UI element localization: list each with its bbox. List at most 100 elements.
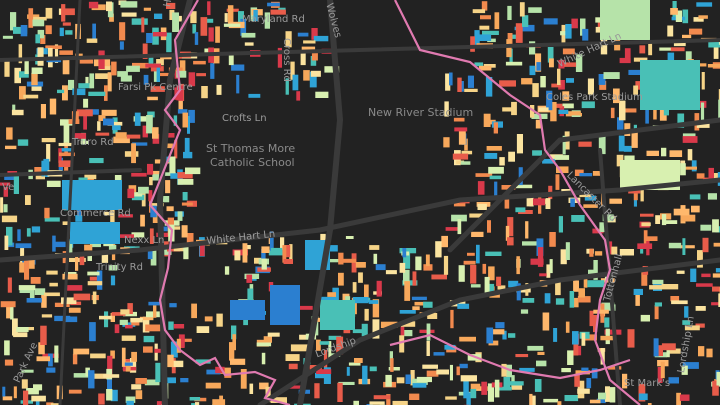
building [79, 59, 94, 64]
building [110, 389, 118, 402]
building [184, 137, 190, 155]
building [80, 140, 89, 144]
building [66, 285, 83, 291]
building [76, 109, 93, 117]
building [352, 297, 369, 304]
building [609, 198, 622, 204]
building [125, 361, 131, 372]
building [713, 242, 720, 247]
building [90, 241, 101, 248]
building [61, 4, 66, 22]
building [463, 260, 476, 265]
building [68, 389, 82, 394]
building [506, 39, 512, 58]
building [495, 322, 505, 329]
building [303, 40, 316, 44]
building [168, 67, 183, 72]
building [269, 231, 274, 251]
building [143, 74, 149, 85]
building [101, 109, 117, 116]
building [46, 402, 54, 405]
building [103, 374, 120, 378]
building [50, 403, 60, 405]
building [146, 115, 153, 134]
building [41, 292, 47, 308]
building [140, 214, 145, 227]
building [677, 113, 685, 128]
building [215, 26, 220, 43]
building [546, 90, 553, 111]
building [611, 246, 618, 255]
building [352, 329, 365, 334]
building [362, 365, 368, 385]
building [44, 217, 60, 222]
building [426, 370, 439, 377]
building [489, 175, 502, 180]
building [380, 321, 398, 328]
building [46, 144, 51, 162]
building [171, 360, 184, 368]
building [28, 257, 35, 269]
building [86, 38, 98, 43]
building [516, 256, 520, 275]
building [535, 119, 541, 129]
building [191, 403, 197, 405]
building [695, 323, 705, 328]
building [444, 101, 449, 117]
building [518, 210, 533, 214]
building [663, 220, 678, 224]
building [562, 48, 575, 55]
building [2, 396, 13, 401]
building [696, 2, 713, 7]
building [153, 305, 157, 318]
building [17, 139, 29, 146]
building [142, 43, 148, 59]
building [87, 251, 92, 261]
building [41, 160, 45, 177]
building [712, 286, 720, 292]
building [311, 28, 318, 40]
building [84, 244, 93, 251]
label-cross-rd: Cross Rd [281, 38, 292, 82]
building [537, 351, 545, 355]
building [167, 354, 174, 368]
building [256, 342, 272, 347]
building [186, 233, 194, 244]
building [532, 150, 542, 156]
building [34, 288, 46, 295]
building [364, 308, 369, 321]
building [189, 397, 201, 401]
building [169, 9, 175, 20]
building [131, 319, 140, 326]
building [12, 104, 16, 114]
building [195, 359, 211, 364]
building [680, 245, 695, 249]
building [486, 327, 494, 344]
building [655, 215, 661, 224]
building [181, 225, 188, 238]
building [545, 198, 551, 209]
building [600, 348, 605, 365]
building [544, 293, 551, 304]
building [402, 248, 407, 258]
building [504, 197, 510, 209]
building [564, 62, 577, 67]
building [682, 362, 699, 369]
building [598, 392, 606, 400]
building [323, 349, 328, 369]
building [697, 63, 707, 67]
building [565, 242, 570, 260]
building [690, 268, 697, 282]
building [600, 335, 616, 341]
building [567, 111, 581, 116]
building [231, 64, 245, 71]
building [282, 245, 287, 263]
building [62, 273, 78, 280]
building [179, 338, 192, 342]
building [697, 250, 703, 268]
building [312, 317, 325, 322]
building [68, 307, 81, 313]
building [169, 226, 181, 230]
building [29, 16, 47, 21]
